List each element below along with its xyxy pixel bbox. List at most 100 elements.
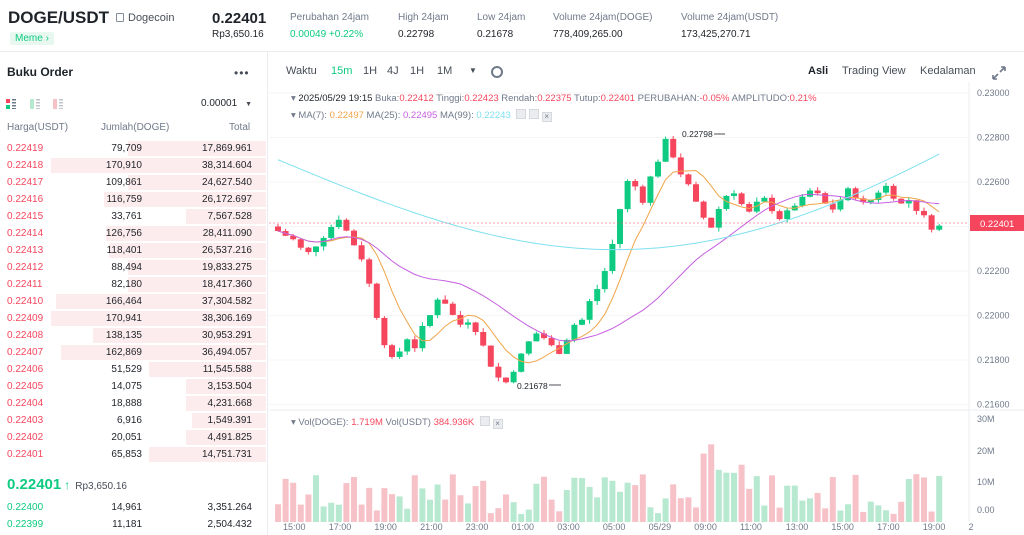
ask-total: 38,306.169 — [201, 313, 252, 324]
ask-row[interactable]: 0.22407 162,869 36,494.057 — [0, 344, 268, 361]
candle-body — [472, 322, 479, 333]
candle-body — [715, 208, 722, 228]
interval-tab-3[interactable]: 4J — [387, 65, 399, 77]
candle-body — [776, 211, 783, 220]
precision-value: 0.00001 — [201, 98, 238, 109]
expand-icon[interactable] — [992, 66, 1006, 80]
more-intervals-icon[interactable]: ▼ — [469, 66, 477, 75]
ask-row[interactable]: 0.22417 109,861 24,627.540 — [0, 174, 268, 191]
ask-total: 17,869.961 — [201, 143, 252, 154]
ask-row[interactable]: 0.22403 6,916 1,549.391 — [0, 412, 268, 429]
candle-body — [746, 204, 753, 212]
view-tab-1[interactable]: Trading View — [842, 65, 906, 77]
ask-row[interactable]: 0.22419 79,709 17,869.961 — [0, 140, 268, 157]
coin-name[interactable]: Dogecoin — [116, 12, 174, 24]
interval-tab-2[interactable]: 1H — [363, 65, 378, 77]
candle-body — [313, 246, 319, 253]
eye-icon[interactable] — [516, 109, 527, 119]
ask-row[interactable]: 0.22409 170,941 38,306.169 — [0, 310, 268, 327]
precision-select[interactable]: 0.00001 ▼ — [201, 98, 252, 109]
ask-row[interactable]: 0.22401 65,853 14,751.731 — [0, 446, 268, 463]
candle-body — [693, 184, 699, 202]
ask-amount: 170,910 — [105, 160, 142, 171]
ask-row[interactable]: 0.22402 20,051 4,491.825 — [0, 429, 268, 446]
candle-body — [290, 235, 297, 240]
volume-bar — [715, 469, 722, 522]
stat-1: High 24jam 0.22798 — [398, 12, 449, 40]
interval-tab-4[interactable]: 1H — [410, 65, 425, 77]
ask-amount: 116,759 — [106, 194, 142, 205]
close-icon[interactable]: × — [541, 112, 552, 122]
interval-tab-0[interactable]: Waktu — [286, 65, 317, 77]
candle-body — [366, 259, 373, 284]
view-tab-2[interactable]: Kedalaman — [920, 65, 976, 77]
vol-close-icon[interactable]: × — [492, 419, 503, 429]
ma25-line — [277, 193, 940, 342]
ask-row[interactable]: 0.22413 118,401 26,537.216 — [0, 242, 268, 259]
candle-body — [624, 180, 631, 210]
open-value: 0.22412 — [399, 93, 434, 104]
volume-bar — [525, 509, 532, 522]
volume-bar — [731, 472, 737, 522]
bid-price: 0.22400 — [7, 502, 44, 513]
ask-row[interactable]: 0.22410 166,464 37,304.582 — [0, 293, 268, 310]
candle-body — [936, 225, 943, 230]
interval-tab-5[interactable]: 1M — [437, 65, 453, 77]
volume-bar — [784, 485, 791, 522]
asks-only-icon[interactable] — [53, 99, 63, 109]
both-sides-icon[interactable] — [6, 99, 16, 109]
ask-row[interactable]: 0.22406 51,529 11,545.588 — [0, 361, 268, 378]
ohlc-date: 2025/05/29 19:15 — [298, 93, 373, 104]
meme-tag[interactable]: Meme › — [10, 32, 54, 45]
ask-total: 30,953.291 — [201, 330, 252, 341]
ask-row[interactable]: 0.22405 14,075 3,153.504 — [0, 378, 268, 395]
depth-bar — [50, 158, 266, 173]
pair-title[interactable]: DOGE/USDT — [8, 8, 110, 27]
stat-label: Perubahan 24jam — [290, 12, 369, 23]
ask-row[interactable]: 0.22418 170,910 38,314.604 — [0, 157, 268, 174]
ask-row[interactable]: 0.22408 138,135 30,953.291 — [0, 327, 268, 344]
gear-icon[interactable] — [491, 66, 503, 78]
candle-body — [609, 243, 616, 272]
volume-bar — [472, 486, 479, 522]
bid-amount: 11,181 — [112, 519, 142, 530]
bids-only-icon[interactable] — [30, 99, 40, 109]
volume-bar — [594, 497, 601, 522]
ask-row[interactable]: 0.22411 82,180 18,417.360 — [0, 276, 268, 293]
ask-amount: 126,756 — [105, 228, 142, 239]
ask-amount: 20,051 — [111, 432, 142, 443]
settings-small-icon[interactable] — [529, 109, 540, 119]
bid-row[interactable]: 0.22400 14,961 3,351.264 — [0, 499, 268, 516]
stat-value: 0.22798 — [398, 29, 435, 40]
ask-total: 14,751.731 — [201, 449, 252, 460]
candle-body — [799, 196, 806, 206]
candlestick-chart[interactable]: 0.230000.228000.226000.224000.222000.220… — [269, 52, 1024, 535]
last-price-row[interactable]: 0.22401 ↑ Rp3,650.16 — [7, 476, 127, 494]
ask-row[interactable]: 0.22412 88,494 19,833.275 — [0, 259, 268, 276]
candle-body — [571, 324, 578, 340]
volume-bar — [677, 498, 684, 522]
more-options-icon[interactable]: ••• — [234, 66, 250, 80]
volume-bar — [647, 507, 654, 522]
vol-settings-icon[interactable] — [479, 416, 490, 426]
candle-body — [404, 339, 411, 352]
ma99-value: 0.22243 — [476, 110, 511, 121]
ask-total: 4,231.668 — [207, 398, 253, 409]
ask-price: 0.22408 — [7, 330, 44, 341]
bid-row[interactable]: 0.22399 11,181 2,504.432 — [0, 516, 268, 533]
volume-bar — [905, 479, 912, 522]
candle-body — [358, 245, 365, 260]
ask-row[interactable]: 0.22414 126,756 28,411.090 — [0, 225, 268, 242]
interval-tab-1[interactable]: 15m — [331, 65, 353, 77]
view-tab-0[interactable]: Asli — [808, 65, 829, 77]
order-book-last-price: 0.22401 — [7, 476, 62, 493]
ask-total: 19,833.275 — [201, 262, 252, 273]
volume-bar — [313, 475, 319, 522]
amplitude-label: AMPLITUDO: — [731, 93, 790, 104]
ask-row[interactable]: 0.22404 18,888 4,231.668 — [0, 395, 268, 412]
volume-bar — [571, 477, 578, 522]
meme-tag-label: Meme — [15, 33, 43, 44]
ask-row[interactable]: 0.22415 33,761 7,567.528 — [0, 208, 268, 225]
ask-row[interactable]: 0.22416 116,759 26,172.697 — [0, 191, 268, 208]
volume-bar — [814, 492, 821, 522]
